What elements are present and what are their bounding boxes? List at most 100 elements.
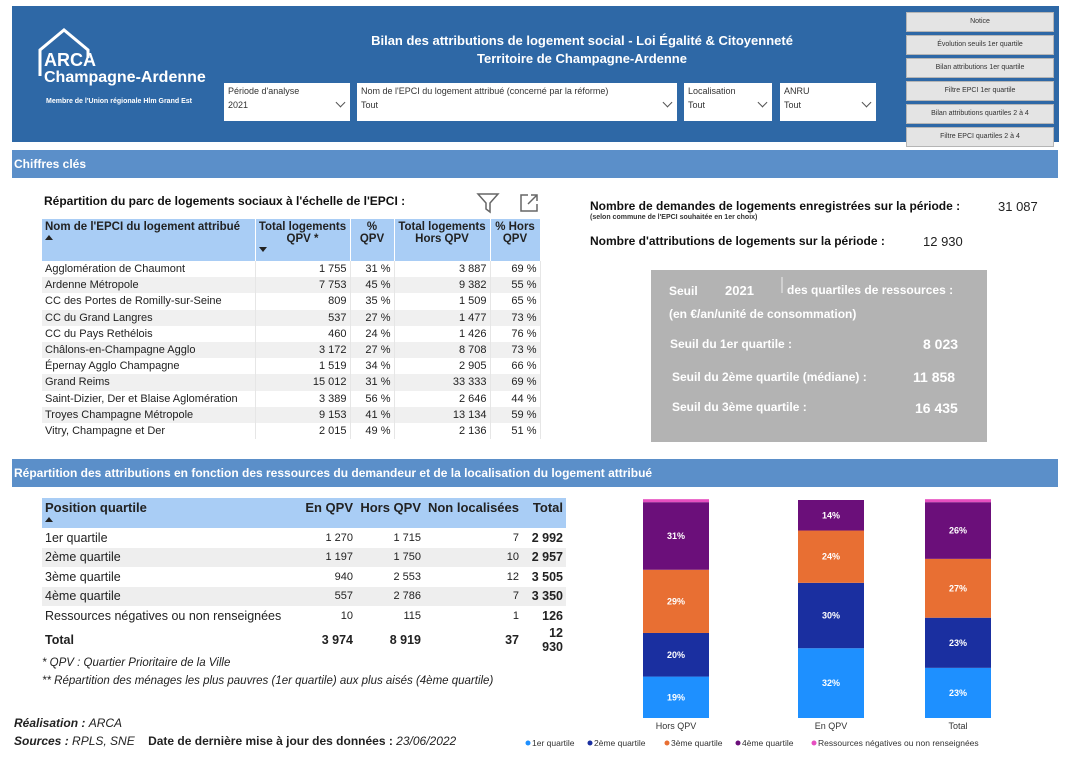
x-tick-label: Total <box>948 721 967 731</box>
table-cell: Agglomération de Chaumont <box>42 261 256 278</box>
table-cell: 34 % <box>350 358 395 375</box>
filter-epci[interactable]: Nom de l'EPCI du logement attribué (conc… <box>357 83 677 121</box>
table-row[interactable]: 4ème quartile 557 2 786 7 3 350 <box>42 586 566 606</box>
table-cell: 1 <box>512 609 519 622</box>
table-cell: 809 <box>255 293 351 310</box>
column-header-total-qpv[interactable]: Total logements QPV * <box>255 219 351 261</box>
filter-localisation[interactable]: Localisation Tout <box>684 83 772 121</box>
bar-segment[interactable] <box>925 617 991 668</box>
table-row[interactable]: Châlons-en-Champagne Agglo 3 172 27 % 8 708… <box>42 341 541 359</box>
table-cell: 3 172 <box>255 341 351 359</box>
table-cell: 10 <box>424 547 522 567</box>
table-cell: 1 715 <box>393 531 421 544</box>
bar-segment[interactable] <box>925 499 991 503</box>
table-cell: 2 957 <box>522 547 566 567</box>
bar-segment[interactable] <box>643 499 709 503</box>
legend-item[interactable]: 4ème quartile <box>735 738 794 748</box>
legend-item[interactable]: 3ème quartile <box>664 738 723 748</box>
legend-item[interactable]: 2ème quartile <box>587 738 646 748</box>
table-cell: 76 % <box>490 325 541 342</box>
legend-item[interactable]: 1er quartile <box>525 738 575 748</box>
nav-button-filtre-epci-q2-4[interactable]: Filtre EPCI quartiles 2 à 4 <box>906 127 1054 147</box>
table-row[interactable]: CC du Pays Rethélois 460 24 % 1 426 76 % <box>42 325 541 342</box>
nav-button-notice[interactable]: Notice <box>906 12 1054 32</box>
table-row[interactable]: CC des Portes de Romilly-sur-Seine 809 35 … <box>42 293 541 310</box>
realisation-value: ARCA <box>88 716 123 730</box>
table-cell: 69 % <box>490 374 541 391</box>
table-cell: 13 134 <box>394 406 491 423</box>
column-header-position[interactable]: Position quartile <box>42 498 302 528</box>
house-roof-icon <box>38 28 90 76</box>
table-cell: 2 136 <box>394 422 491 440</box>
bar-segment[interactable] <box>643 676 709 718</box>
table-cell: 3 505 <box>531 569 563 584</box>
logo-text-region: Champagne-Ardenne <box>44 69 206 86</box>
table-cell: 537 <box>255 309 351 326</box>
seuil-word: Seuil <box>669 284 698 298</box>
filter-anru[interactable]: ANRU Tout <box>780 83 876 121</box>
expand-icon[interactable] <box>518 192 540 214</box>
data-label: 27% <box>949 583 967 593</box>
bar-segment[interactable] <box>925 558 991 618</box>
filter-icon[interactable] <box>476 192 500 214</box>
table-cell: 51 % <box>490 422 541 440</box>
table-row[interactable]: Épernay Agglo Champagne 1 519 34 % 2 905 66 … <box>42 358 541 375</box>
column-header-pct-qpv[interactable]: % QPV <box>350 219 395 261</box>
data-label: 29% <box>667 596 685 606</box>
seuil-q2-value: 11 858 <box>913 369 956 385</box>
column-header-hors-qpv[interactable]: Hors QPV <box>356 498 424 528</box>
table-cell: 31 % <box>350 374 395 391</box>
filter-periode-value: 2021 <box>228 100 249 110</box>
column-header-non-localisees[interactable]: Non localisées <box>424 498 522 528</box>
filter-localisation-label: Localisation <box>688 86 736 96</box>
data-label: 30% <box>822 611 840 621</box>
bar-segment[interactable] <box>798 648 864 718</box>
column-header-en-qpv[interactable]: En QPV <box>302 498 356 528</box>
bar-segment[interactable] <box>925 667 991 718</box>
table-cell: 41 % <box>350 406 395 423</box>
data-label: 32% <box>822 678 840 688</box>
bar-segment[interactable] <box>798 500 864 531</box>
table-row[interactable]: CC du Grand Langres 537 27 % 1 477 73 % <box>42 309 541 326</box>
table-cell: 2 553 <box>393 570 421 583</box>
table-cell: Châlons-en-Champagne Agglo <box>42 341 256 359</box>
table-row[interactable]: Agglomération de Chaumont 1 755 31 % 3 887 6… <box>42 261 541 278</box>
note-quartiles: ** Répartition des ménages les plus pauv… <box>42 675 494 687</box>
kpi-demandes-value: 31 087 <box>998 199 1038 214</box>
table-cell: Troyes Champagne Métropole <box>42 406 256 423</box>
filter-periode[interactable]: Période d'analyse 2021 <box>224 83 350 121</box>
nav-button-evolution-seuils[interactable]: Évolution seuils 1er quartile <box>906 35 1054 55</box>
table-row[interactable]: Vitry, Champagne et Der 2 015 49 % 2 136 51 … <box>42 422 541 440</box>
nav-button-bilan-q2-4[interactable]: Bilan attributions quartiles 2 à 4 <box>906 104 1054 124</box>
table-row[interactable]: Ressources négatives ou non renseignées 1… <box>42 606 566 626</box>
bar-segment[interactable] <box>643 569 709 633</box>
table-row[interactable]: Saint-Dizier, Der et Blaise Aglomération… <box>42 390 541 407</box>
column-header-total[interactable]: Total <box>522 498 566 528</box>
bar-segment[interactable] <box>925 502 991 559</box>
table-total-cell: 37 <box>424 625 522 654</box>
table-row[interactable]: 1er quartile 1 270 1 715 7 2 992 <box>42 528 566 548</box>
table-cell: 1 426 <box>394 325 491 342</box>
parc-table: Nom de l'EPCI du logement attribué Total… <box>42 219 541 440</box>
table-row[interactable]: 2ème quartile 1 197 1 750 10 2 957 <box>42 547 566 567</box>
table-cell: 24 % <box>350 325 395 342</box>
table-row[interactable]: Grand Reims 15 012 31 % 33 333 69 % <box>42 374 541 391</box>
bar-segment[interactable] <box>798 582 864 649</box>
table-cell: 9 153 <box>255 406 351 423</box>
column-header-epci[interactable]: Nom de l'EPCI du logement attribué <box>42 219 256 261</box>
bar-segment[interactable] <box>798 530 864 583</box>
table-cell: 33 333 <box>394 374 491 391</box>
table-row[interactable]: Ardenne Métropole 7 753 45 % 9 382 55 % <box>42 277 541 294</box>
nav-button-bilan-q1[interactable]: Bilan attributions 1er quartile <box>906 58 1054 78</box>
bar-segment[interactable] <box>643 502 709 570</box>
table-row[interactable]: 3ème quartile 940 2 553 12 3 505 <box>42 567 566 587</box>
column-header-pct-hors-qpv[interactable]: % Hors QPV <box>490 219 541 261</box>
legend-item[interactable]: Ressources négatives ou non renseignées <box>811 738 979 748</box>
nav-button-filtre-epci-q1[interactable]: Filtre EPCI 1er quartile <box>906 81 1054 101</box>
table-cell: 31 % <box>350 261 395 278</box>
seuil-year: 2021 <box>725 283 754 298</box>
column-header-total-hors-qpv[interactable]: Total logements Hors QPV <box>394 219 491 261</box>
seuil-unit: (en €/an/unité de consommation) <box>669 307 857 321</box>
bar-segment[interactable] <box>643 632 709 677</box>
table-row[interactable]: Troyes Champagne Métropole 9 153 41 % 13 13… <box>42 406 541 423</box>
